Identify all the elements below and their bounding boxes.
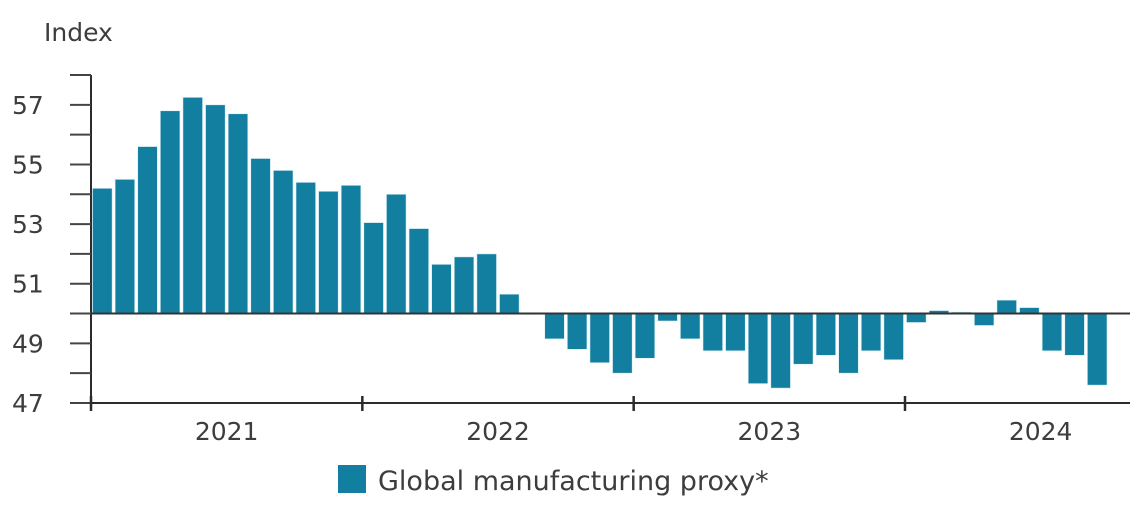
y-tick-label: 53 <box>12 210 44 239</box>
bar <box>431 264 452 314</box>
bar <box>182 97 203 314</box>
y-tick-label: 55 <box>12 150 44 179</box>
bar <box>634 313 656 359</box>
legend: Global manufacturing proxy* <box>338 465 769 497</box>
x-tick-label: 2022 <box>466 417 530 446</box>
bar <box>589 313 610 364</box>
bar <box>996 299 1017 314</box>
bar <box>318 190 339 314</box>
bar <box>544 313 565 340</box>
bar <box>227 113 249 314</box>
bar <box>476 253 497 314</box>
bar <box>273 170 294 314</box>
bar <box>906 313 927 323</box>
y-tick-label: 51 <box>12 270 44 299</box>
legend-label: Global manufacturing proxy* <box>378 466 769 497</box>
bar <box>793 313 814 365</box>
bar <box>408 228 429 314</box>
bar <box>114 179 136 314</box>
x-tick-label: 2024 <box>1009 417 1073 446</box>
bar <box>1087 313 1108 386</box>
x-tick-label: 2021 <box>195 417 259 446</box>
bar <box>883 313 904 361</box>
bar <box>137 146 158 314</box>
bar <box>567 313 588 350</box>
bar <box>702 313 723 352</box>
bar <box>340 185 362 314</box>
bar <box>1041 313 1063 352</box>
bar <box>612 313 633 374</box>
y-axis: 47 49 51 53 55 57 <box>12 74 92 418</box>
bar <box>815 313 836 356</box>
bar <box>680 313 701 340</box>
bars <box>91 97 1130 389</box>
y-tick-label: 47 <box>12 389 44 418</box>
bar <box>499 293 520 314</box>
bar <box>747 313 769 384</box>
y-tick-label: 57 <box>12 91 44 120</box>
bar <box>453 256 475 314</box>
legend-swatch <box>338 465 366 493</box>
bar <box>92 188 113 314</box>
bar <box>363 222 384 314</box>
y-tick-label: 49 <box>12 329 44 358</box>
bar <box>725 313 746 352</box>
y-axis-title: Index <box>44 18 113 47</box>
bar <box>974 313 995 326</box>
bar <box>770 313 791 389</box>
x-tick-label: 2023 <box>738 417 802 446</box>
bar <box>205 104 226 314</box>
bar <box>1064 313 1085 356</box>
bar <box>860 313 882 352</box>
bar <box>295 182 316 314</box>
x-axis: 2021 2022 2023 2024 <box>89 396 1130 446</box>
bar <box>386 193 407 314</box>
bar <box>250 158 271 314</box>
bar <box>838 313 859 374</box>
bar <box>657 313 678 322</box>
bar <box>160 110 181 314</box>
